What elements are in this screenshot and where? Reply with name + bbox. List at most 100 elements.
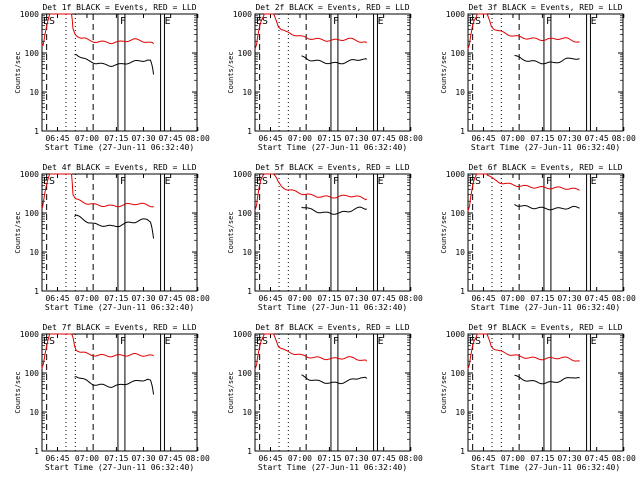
y-axis-label: Counts/sec <box>440 51 448 93</box>
y-tick-label: 1 <box>247 287 252 296</box>
x-tick-label: 07:15 <box>317 294 341 303</box>
y-tick-label: 1000 <box>20 330 39 339</box>
y-tick-label: 10 <box>242 248 252 257</box>
marker-label: F <box>546 336 552 347</box>
panel-title: Det 6f BLACK = Events, RED = LLD <box>468 163 622 172</box>
y-axis-label: Counts/sec <box>14 51 22 93</box>
y-tick-label: 1000 <box>233 170 252 179</box>
x-axis-label: Start Time (27-Jun-11 06:32:40) <box>45 303 194 312</box>
x-tick-label: 07:15 <box>317 454 341 463</box>
marker-label: ES <box>43 16 55 27</box>
y-tick-label: 1000 <box>20 10 39 19</box>
x-tick-label: 07:30 <box>344 134 368 143</box>
x-tick-label: 07:45 <box>372 454 396 463</box>
panel-title: Det 3f BLACK = Events, RED = LLD <box>468 3 622 12</box>
y-tick-label: 100 <box>238 209 253 218</box>
x-tick-label: 07:45 <box>372 134 396 143</box>
x-tick-label: 08:00 <box>399 134 423 143</box>
x-tick-label: 07:45 <box>372 294 396 303</box>
plot-frame <box>254 13 411 132</box>
x-tick-label: 07:30 <box>557 294 581 303</box>
x-tick-label: 07:30 <box>557 454 581 463</box>
lld-series-line <box>41 333 154 369</box>
x-tick-label: 07:00 <box>288 134 312 143</box>
y-tick-label: 10 <box>242 88 252 97</box>
lld-series-line <box>254 173 367 211</box>
y-axis-label: Counts/sec <box>440 371 448 413</box>
y-tick-label: 1 <box>247 127 252 136</box>
x-tick-label: 08:00 <box>399 294 423 303</box>
y-tick-label: 100 <box>25 209 40 218</box>
x-tick-label: 06:45 <box>471 134 495 143</box>
y-tick-label: 1 <box>34 127 39 136</box>
y-tick-label: 1 <box>460 127 465 136</box>
marker-label: E <box>378 176 384 187</box>
x-tick-label: 07:45 <box>585 454 609 463</box>
marker-label: F <box>120 336 126 347</box>
panel-title: Det 2f BLACK = Events, RED = LLD <box>255 3 409 12</box>
x-tick-label: 07:15 <box>530 454 554 463</box>
events-series-line <box>514 55 580 65</box>
y-tick-label: 1 <box>460 447 465 456</box>
y-tick-label: 100 <box>238 369 253 378</box>
panel-title: Det 7f BLACK = Events, RED = LLD <box>42 323 196 332</box>
x-tick-label: 08:00 <box>399 454 423 463</box>
lld-series-line <box>41 173 154 209</box>
lld-series-line <box>467 13 580 50</box>
x-tick-label: 06:45 <box>471 454 495 463</box>
x-tick-label: 07:15 <box>530 294 554 303</box>
x-tick-label: 06:45 <box>258 454 282 463</box>
x-tick-label: 07:00 <box>288 294 312 303</box>
x-tick-label: 08:00 <box>186 294 210 303</box>
plot-frame <box>467 173 624 292</box>
x-tick-label: 07:00 <box>501 454 525 463</box>
marker-label: F <box>333 16 339 27</box>
x-tick-label: 07:30 <box>344 294 368 303</box>
lld-series-line <box>41 13 155 47</box>
detector-panel: Det 1f BLACK = Events, RED = LLD 1 10 100 10… <box>14 3 210 152</box>
y-axis-label: Counts/sec <box>227 371 235 413</box>
lld-series-line <box>254 333 368 370</box>
x-tick-label: 08:00 <box>186 134 210 143</box>
x-axis-label: Start Time (27-Jun-11 06:32:40) <box>45 463 194 472</box>
panel-title: Det 5f BLACK = Events, RED = LLD <box>255 163 409 172</box>
x-tick-label: 07:30 <box>557 134 581 143</box>
x-tick-label: 07:00 <box>501 294 525 303</box>
y-tick-label: 10 <box>455 88 465 97</box>
lld-series-line <box>254 13 367 50</box>
x-tick-label: 06:45 <box>471 294 495 303</box>
y-axis-label: Counts/sec <box>440 211 448 253</box>
marker-label: E <box>165 336 171 347</box>
x-tick-label: 08:00 <box>612 294 636 303</box>
events-series-line <box>74 376 155 395</box>
lld-series-line <box>467 173 580 212</box>
x-tick-label: 06:45 <box>45 454 69 463</box>
marker-label: E <box>378 16 384 27</box>
detector-panel: Det 9f BLACK = Events, RED = LLD 1 10 100 10… <box>440 323 636 472</box>
y-tick-label: 1000 <box>233 330 252 339</box>
plot-frame <box>254 173 411 292</box>
x-tick-label: 07:00 <box>75 134 99 143</box>
events-series-line <box>301 206 367 215</box>
x-tick-label: 07:45 <box>585 294 609 303</box>
x-tick-label: 07:45 <box>585 134 609 143</box>
events-series-line <box>301 55 367 65</box>
y-tick-label: 10 <box>242 408 252 417</box>
y-tick-label: 10 <box>29 88 39 97</box>
x-axis-label: Start Time (27-Jun-11 06:32:40) <box>471 463 620 472</box>
y-tick-label: 10 <box>29 248 39 257</box>
x-tick-label: 07:30 <box>344 454 368 463</box>
detector-panel: Det 4f BLACK = Events, RED = LLD 1 10 100 10… <box>14 163 210 312</box>
x-axis-label: Start Time (27-Jun-11 06:32:40) <box>471 303 620 312</box>
y-tick-label: 10 <box>29 408 39 417</box>
y-tick-label: 1 <box>460 287 465 296</box>
marker-label: E <box>591 336 597 347</box>
x-tick-label: 06:45 <box>45 294 69 303</box>
x-tick-label: 07:15 <box>104 294 128 303</box>
marker-label: F <box>546 176 552 187</box>
marker-label: E <box>591 176 597 187</box>
marker-label: ES <box>469 16 481 27</box>
y-tick-label: 100 <box>238 49 253 58</box>
marker-label: F <box>333 176 339 187</box>
y-tick-label: 1 <box>247 447 252 456</box>
